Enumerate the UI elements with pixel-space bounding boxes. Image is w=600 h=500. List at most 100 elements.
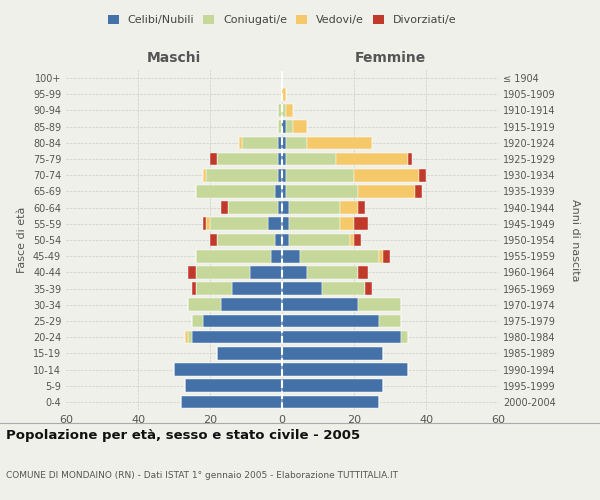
- Bar: [358, 298, 401, 311]
- Bar: [278, 202, 282, 214]
- Bar: [188, 331, 192, 344]
- Bar: [354, 218, 368, 230]
- Bar: [289, 202, 340, 214]
- Bar: [282, 298, 358, 311]
- Y-axis label: Fasce di età: Fasce di età: [17, 207, 27, 273]
- Bar: [206, 218, 210, 230]
- Bar: [192, 331, 282, 344]
- Bar: [188, 266, 196, 278]
- Bar: [340, 202, 358, 214]
- Bar: [210, 152, 217, 166]
- Bar: [228, 202, 278, 214]
- Bar: [188, 298, 221, 311]
- Bar: [340, 218, 354, 230]
- Bar: [307, 266, 358, 278]
- Bar: [282, 347, 383, 360]
- Bar: [286, 185, 358, 198]
- Bar: [278, 136, 282, 149]
- Bar: [210, 218, 268, 230]
- Bar: [300, 250, 379, 262]
- Bar: [221, 298, 282, 311]
- Bar: [415, 185, 422, 198]
- Bar: [206, 169, 278, 181]
- Bar: [196, 185, 275, 198]
- Bar: [282, 380, 383, 392]
- Bar: [383, 250, 390, 262]
- Bar: [250, 266, 282, 278]
- Bar: [293, 120, 307, 133]
- Bar: [350, 234, 354, 246]
- Bar: [408, 152, 412, 166]
- Bar: [289, 234, 350, 246]
- Bar: [185, 380, 282, 392]
- Bar: [354, 234, 361, 246]
- Bar: [282, 88, 286, 101]
- Bar: [268, 218, 282, 230]
- Text: COMUNE DI MONDAINO (RN) - Dati ISTAT 1° gennaio 2005 - Elaborazione TUTTITALIA.I: COMUNE DI MONDAINO (RN) - Dati ISTAT 1° …: [6, 471, 398, 480]
- Bar: [196, 250, 271, 262]
- Bar: [282, 104, 286, 117]
- Bar: [196, 282, 232, 295]
- Bar: [192, 314, 203, 328]
- Bar: [419, 169, 426, 181]
- Text: Maschi: Maschi: [147, 51, 201, 65]
- Bar: [278, 104, 282, 117]
- Bar: [358, 185, 415, 198]
- Bar: [286, 120, 293, 133]
- Bar: [278, 152, 282, 166]
- Bar: [289, 218, 340, 230]
- Bar: [282, 363, 408, 376]
- Bar: [275, 234, 282, 246]
- Bar: [185, 331, 188, 344]
- Bar: [322, 282, 365, 295]
- Bar: [282, 234, 289, 246]
- Bar: [358, 266, 368, 278]
- Bar: [282, 202, 289, 214]
- Bar: [239, 136, 242, 149]
- Bar: [221, 202, 228, 214]
- Bar: [282, 331, 401, 344]
- Bar: [275, 185, 282, 198]
- Bar: [379, 250, 383, 262]
- Bar: [365, 282, 372, 295]
- Bar: [181, 396, 282, 408]
- Bar: [307, 136, 372, 149]
- Text: Femmine: Femmine: [355, 51, 425, 65]
- Legend: Celibi/Nubili, Coniugati/e, Vedovi/e, Divorziati/e: Celibi/Nubili, Coniugati/e, Vedovi/e, Di…: [103, 10, 461, 30]
- Text: Popolazione per età, sesso e stato civile - 2005: Popolazione per età, sesso e stato civil…: [6, 430, 360, 442]
- Bar: [282, 396, 379, 408]
- Bar: [286, 152, 336, 166]
- Y-axis label: Anni di nascita: Anni di nascita: [569, 198, 580, 281]
- Bar: [271, 250, 282, 262]
- Bar: [278, 120, 282, 133]
- Bar: [282, 152, 286, 166]
- Bar: [282, 169, 286, 181]
- Bar: [232, 282, 282, 295]
- Bar: [192, 282, 196, 295]
- Bar: [282, 218, 289, 230]
- Bar: [203, 218, 206, 230]
- Bar: [282, 282, 322, 295]
- Bar: [282, 314, 379, 328]
- Bar: [336, 152, 408, 166]
- Bar: [278, 169, 282, 181]
- Bar: [379, 314, 401, 328]
- Bar: [217, 347, 282, 360]
- Bar: [203, 314, 282, 328]
- Bar: [196, 266, 250, 278]
- Bar: [282, 250, 300, 262]
- Bar: [203, 169, 206, 181]
- Bar: [242, 136, 278, 149]
- Bar: [358, 202, 365, 214]
- Bar: [286, 169, 354, 181]
- Bar: [217, 152, 278, 166]
- Bar: [210, 234, 217, 246]
- Bar: [217, 234, 275, 246]
- Bar: [286, 104, 293, 117]
- Bar: [282, 136, 286, 149]
- Bar: [282, 185, 286, 198]
- Bar: [282, 266, 307, 278]
- Bar: [282, 120, 286, 133]
- Bar: [401, 331, 408, 344]
- Bar: [174, 363, 282, 376]
